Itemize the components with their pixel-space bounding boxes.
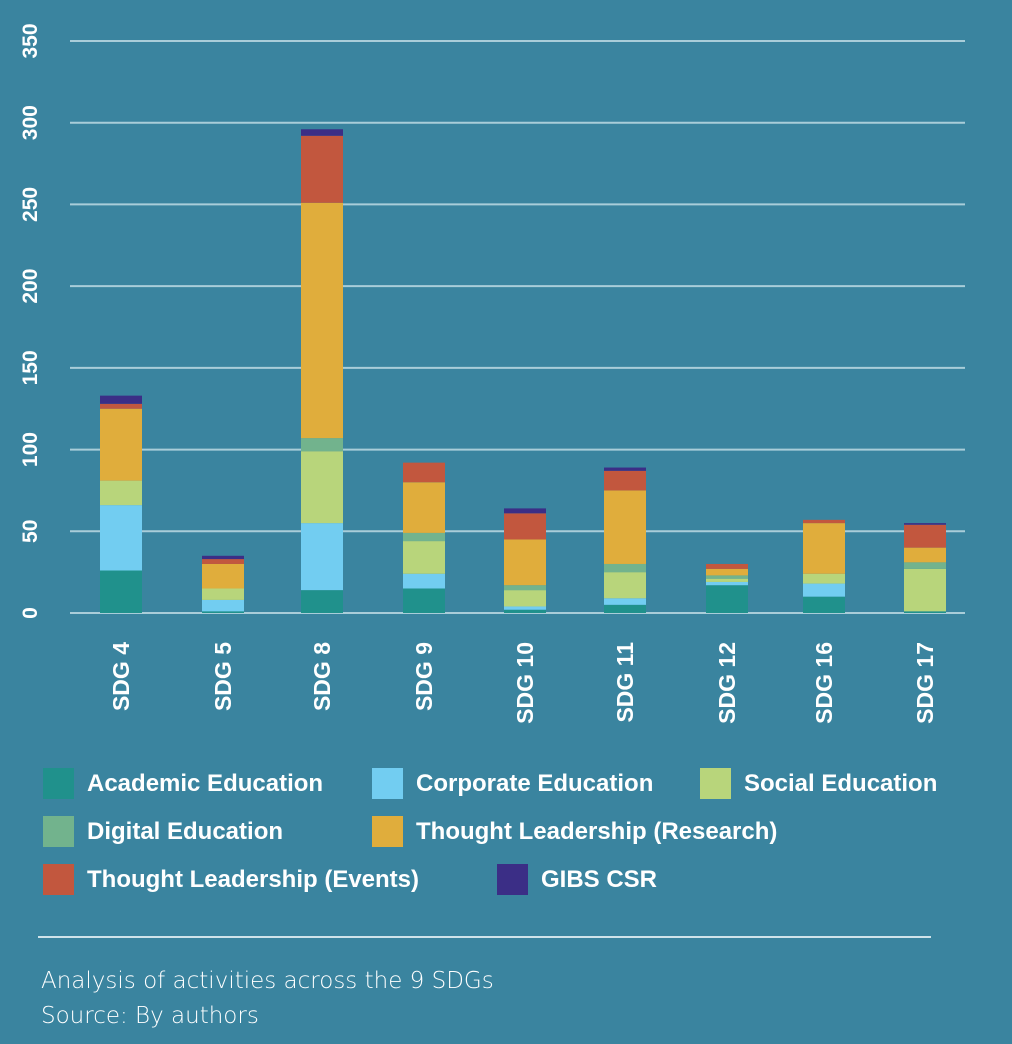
bar-segment: [403, 462, 445, 483]
bar-segment: [706, 563, 748, 569]
bar-segment: [904, 611, 946, 613]
bar-segment: [706, 581, 748, 586]
bar-segment: [504, 606, 546, 610]
caption-source: Source: By authors: [41, 1003, 259, 1029]
legend-label: Digital Education: [87, 817, 284, 845]
y-tick-label: 150: [19, 350, 42, 385]
bar-segment: [604, 604, 646, 613]
legend-label: Thought Leadership (Research): [416, 817, 778, 845]
x-tick-label: SDG 9: [411, 642, 437, 711]
legend-item: Thought Leadership (Events): [43, 864, 419, 895]
bar-segment: [202, 559, 244, 564]
bar-segment: [301, 202, 343, 439]
bar-segment: [301, 523, 343, 591]
bar-segment: [706, 568, 748, 576]
bar-segment: [301, 590, 343, 613]
bar-segment: [202, 588, 244, 600]
bar-segment: [706, 578, 748, 582]
bar-segment: [706, 575, 748, 579]
legend-label: Thought Leadership (Events): [87, 865, 420, 893]
legend-swatch: [497, 864, 528, 895]
bar-segment: [202, 555, 244, 560]
bar-segment: [202, 563, 244, 589]
x-tick-label: SDG 10: [512, 642, 538, 724]
bar-segment: [904, 547, 946, 563]
bar-segment: [706, 585, 748, 613]
bar-segment: [604, 563, 646, 573]
bar-segment: [100, 480, 142, 506]
bar-segment: [904, 562, 946, 569]
y-tick-label: 200: [19, 269, 42, 304]
bar-segment: [803, 519, 845, 524]
caption-title: Analysis of activities across the 9 SDGs: [41, 968, 494, 994]
bar-segment: [403, 532, 445, 542]
bar-segment: [100, 403, 142, 409]
y-tick-label: 0: [19, 607, 42, 619]
legend-item: Thought Leadership (Research): [372, 816, 777, 847]
legend-label: Corporate Education: [416, 769, 654, 797]
legend-item: Corporate Education: [372, 768, 653, 799]
legend-item: Digital Education: [43, 816, 283, 847]
bar-segment: [301, 438, 343, 452]
legend-item: Academic Education: [43, 768, 323, 799]
bar-segment: [904, 568, 946, 612]
y-tick-label: 50: [19, 520, 42, 543]
x-tick-label: SDG 17: [912, 642, 938, 724]
bar-segment: [100, 505, 142, 571]
bar-segment: [504, 513, 546, 540]
bar-segment: [504, 539, 546, 586]
legend-label: Social Education: [744, 769, 938, 797]
bar-segment: [803, 583, 845, 597]
legend-label: GIBS CSR: [541, 865, 658, 893]
y-tick-label: 350: [19, 23, 42, 58]
x-tick-label: SDG 16: [811, 642, 837, 724]
bar-segment: [504, 508, 546, 514]
y-tick-label: 300: [19, 105, 42, 140]
x-tick-label: SDG 4: [108, 642, 134, 711]
bar-segment: [803, 573, 845, 584]
bar-segment: [904, 523, 946, 525]
bar-segment: [202, 611, 244, 613]
legend-swatch: [700, 768, 731, 799]
bar-segment: [904, 524, 946, 548]
stacked-bar-chart: 0 50 100 150 200 250 300 350 SDG 4 SDG 5 SDG 8 SDG …: [19, 23, 965, 724]
y-tick-label: 100: [19, 432, 42, 467]
legend-item: Social Education: [700, 768, 937, 799]
bar-segment: [301, 135, 343, 203]
bar-segment: [604, 470, 646, 491]
legend-swatch: [372, 816, 403, 847]
x-tick-label: SDG 8: [309, 642, 335, 711]
bar-segment: [403, 482, 445, 533]
legend-swatch: [43, 816, 74, 847]
bar-segment: [301, 129, 343, 136]
legend-swatch: [43, 768, 74, 799]
bar-segment: [803, 523, 845, 574]
bar-segment: [403, 541, 445, 574]
bar-segment: [604, 598, 646, 605]
x-tick-label: SDG 11: [612, 642, 638, 723]
bar-segment: [100, 395, 142, 404]
bar-segment: [604, 572, 646, 599]
bar-segment: [504, 609, 546, 613]
bar-segment: [803, 596, 845, 613]
bar-segment: [403, 573, 445, 589]
legend-label: Academic Education: [87, 769, 324, 797]
bar-segment: [100, 570, 142, 613]
bar-segment: [403, 588, 445, 613]
legend-swatch: [372, 768, 403, 799]
bar-segment: [100, 408, 142, 481]
bar-segment: [604, 467, 646, 471]
bar-segment: [202, 599, 244, 612]
divider: [38, 936, 931, 938]
legend-swatch: [43, 864, 74, 895]
bar-segment: [504, 585, 546, 591]
x-tick-label: SDG 12: [714, 642, 740, 724]
x-tick-label: SDG 5: [210, 642, 236, 711]
bar-segment: [604, 490, 646, 564]
y-tick-label: 250: [19, 187, 42, 222]
bar-segment: [504, 590, 546, 607]
legend-item: GIBS CSR: [497, 864, 657, 895]
bar-segment: [301, 451, 343, 524]
